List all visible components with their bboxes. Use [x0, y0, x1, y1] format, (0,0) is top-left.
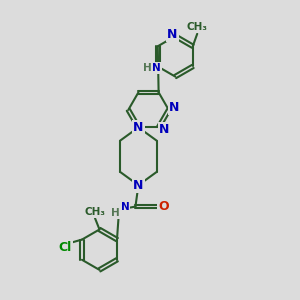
- Text: N: N: [152, 63, 161, 73]
- Text: N: N: [133, 121, 144, 134]
- Text: N: N: [121, 202, 129, 212]
- Text: H: H: [142, 63, 151, 73]
- Text: O: O: [158, 200, 169, 213]
- Text: H: H: [111, 208, 120, 218]
- Text: N: N: [133, 179, 144, 192]
- Text: CH₃: CH₃: [187, 22, 208, 32]
- Text: N: N: [167, 28, 178, 41]
- Text: CH₃: CH₃: [85, 207, 106, 217]
- Text: Cl: Cl: [59, 242, 72, 254]
- Text: N: N: [169, 101, 179, 114]
- Text: N: N: [159, 123, 169, 136]
